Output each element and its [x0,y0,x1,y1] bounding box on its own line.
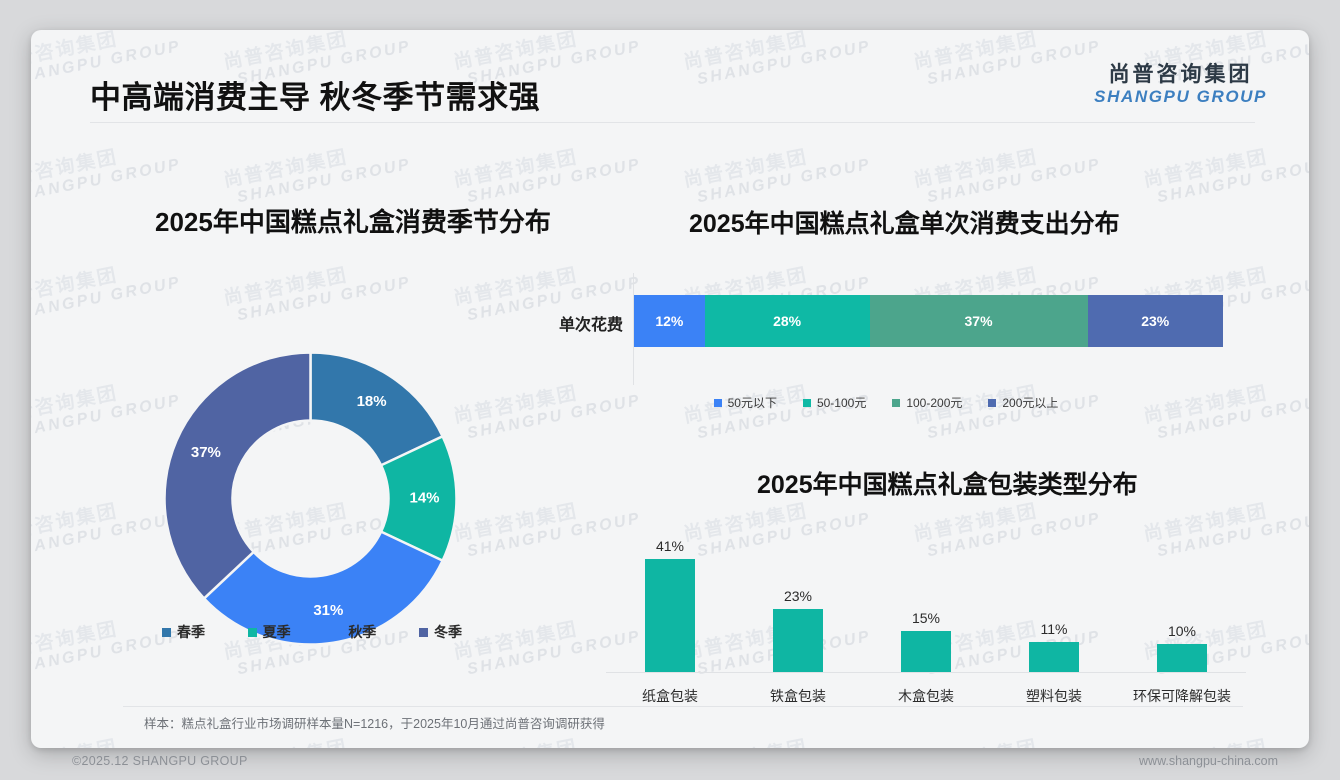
brand-logo: 尚普咨询集团 SHANGPU GROUP [1094,63,1267,108]
footnote-divider [123,706,1243,707]
legend-item[interactable]: 100-200元 [892,394,962,411]
column-value-label: 23% [783,587,813,604]
spend-stacked-bar-chart: 单次花费 12% 28% 37% 23% [531,273,1241,385]
stacked-bar-segment[interactable]: 28% [704,295,870,347]
donut-slice-value: 18% [357,393,387,410]
packaging-column-chart: 41% 23% 15% 11% 10% 纸盒包装 铁盒包装 木盒包装 塑料包装 环保可降解包装 [606,525,1246,710]
logo-english-text: SHANGPU GROUP [1094,87,1267,107]
season-donut-chart: 18% 14% 31% 37% [162,350,459,647]
stacked-bar-legend: 50元以下 50-100元 100-200元 200元以上 [531,394,1241,411]
sample-footnote: 样本：糕点礼盒行业市场调研样本量N=1216，于2025年10月通过尚普咨询调研… [144,717,605,731]
legend-item[interactable]: 200元以上 [988,394,1058,411]
legend-label: 200元以上 [1002,396,1059,410]
column-chart-baseline [606,672,1246,673]
copyright-text: ©2025.12 SHANGPU GROUP [72,754,248,768]
donut-slice-value: 37% [191,444,221,461]
column-value-label: 41% [655,538,685,555]
legend-label: 冬季 [433,624,462,640]
stacked-bar-segment[interactable]: 37% [869,295,1088,347]
column-bar[interactable] [1157,644,1207,672]
column-category-label: 环保可降解包装 [1133,688,1231,704]
legend-label: 秋季 [348,624,377,640]
donut-chart-title: 2025年中国糕点礼盒消费季节分布 [155,207,551,237]
legend-label: 100-200元 [906,396,963,410]
legend-item[interactable]: 50-100元 [802,394,867,411]
column-cell: 10% [1118,525,1246,672]
stacked-bar-track: 12% 28% 37% 23% [634,295,1223,347]
column-value-label: 10% [1167,623,1197,640]
legend-label: 50-100元 [816,396,867,410]
column-value-label: 15% [911,609,941,626]
donut-slice[interactable] [202,530,445,646]
legend-label: 50元以下 [727,396,777,410]
legend-swatch-icon [713,398,722,407]
legend-swatch-icon [247,627,257,637]
legend-item[interactable]: 50元以下 [713,394,777,411]
column-category-label: 铁盒包装 [770,688,826,704]
page-title: 中高端消费主导 秋冬季节需求强 [90,80,541,115]
column-cell: 23% [734,525,862,672]
stacked-bar-row-label: 单次花费 [558,317,623,334]
donut-slice[interactable] [163,351,312,601]
donut-slice-value: 14% [409,489,439,506]
legend-swatch-icon [162,627,171,637]
column-bar[interactable] [901,630,951,672]
legend-item[interactable]: 冬季 [418,622,462,642]
stacked-bar-segment[interactable]: 12% [634,295,705,347]
logo-chinese-text: 尚普咨询集团 [1108,63,1253,86]
donut-slice[interactable] [309,351,445,467]
legend-item[interactable]: 春季 [162,622,205,642]
slide-header: 中高端消费主导 秋冬季节需求强 尚普咨询集团 SHANGPU GROUP [31,30,1309,123]
legend-item[interactable]: 夏季 [247,622,291,642]
legend-label: 春季 [177,624,205,640]
legend-swatch-icon [892,398,901,407]
column-cell: 41% [606,525,734,672]
column-category-label: 木盒包装 [898,688,954,704]
donut-svg: 18% 14% 31% 37% [163,351,458,646]
legend-label: 夏季 [262,624,291,640]
column-bar[interactable] [645,559,695,672]
donut-legend: 春季 夏季 秋季 冬季 [162,622,462,642]
slide-footer: ©2025.12 SHANGPU GROUP www.shangpu-china… [31,748,1309,780]
legend-item[interactable]: 秋季 [333,622,376,642]
column-bar[interactable] [773,608,823,672]
donut-slice-value: 31% [313,602,343,619]
website-link[interactable]: www.shangpu-china.com [1139,754,1278,768]
header-divider [90,122,1255,123]
legend-swatch-icon [802,398,811,407]
column-cell: 11% [990,525,1118,672]
stacked-bar-segment[interactable]: 23% [1087,295,1223,347]
stacked-bar-chart-title: 2025年中国糕点礼盒单次消费支出分布 [689,210,1120,238]
legend-swatch-icon [333,627,343,637]
column-value-label: 11% [1040,620,1068,637]
slide-card: 尚普咨询集团 SHANGPU GROUP 尚普咨询集团 SHANGPU GROUP 尚普… [31,30,1309,748]
legend-swatch-icon [418,627,428,637]
column-bar[interactable] [1029,641,1079,672]
column-category-label: 塑料包装 [1026,688,1082,704]
column-cell: 15% [862,525,990,672]
legend-swatch-icon [988,398,997,407]
stacked-bar-axis-line [633,273,634,385]
column-chart-title: 2025年中国糕点礼盒包装类型分布 [757,471,1138,499]
column-category-label: 纸盒包装 [642,688,698,704]
